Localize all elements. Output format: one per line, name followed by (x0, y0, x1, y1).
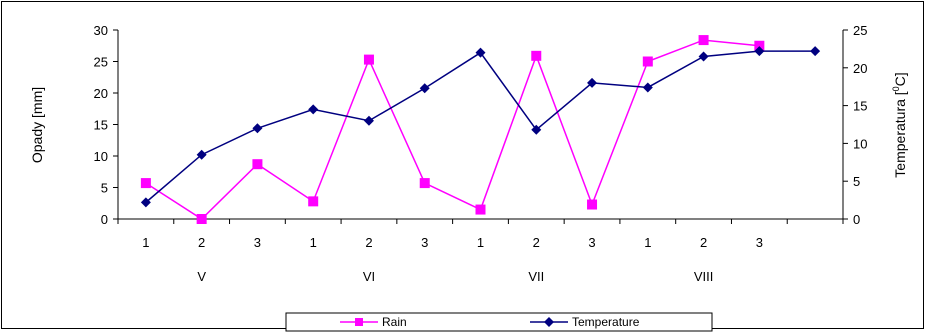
data-point-temperature (754, 46, 765, 57)
data-point-rain (363, 54, 374, 65)
data-point-temperature (308, 104, 319, 115)
y-tick-label: 5 (101, 181, 108, 196)
series-line-temperature (145, 50, 816, 203)
data-point-rain (587, 199, 598, 210)
y-tick-label: 20 (94, 86, 108, 101)
series-layer (140, 35, 821, 224)
y-tick-label: 25 (94, 55, 108, 70)
data-point-temperature (419, 83, 430, 94)
data-point-temperature (531, 124, 542, 135)
x-tick-label: 1 (310, 235, 317, 250)
x-tick-label: 1 (142, 235, 149, 250)
data-point-temperature (698, 51, 709, 62)
y2-tick-label: 20 (853, 61, 867, 76)
x-tick-label: 1 (644, 235, 651, 250)
legend-box (285, 312, 713, 332)
data-point-rain (754, 40, 765, 51)
y2-tick-label: 10 (853, 136, 867, 151)
data-point-temperature (252, 123, 263, 134)
data-point-temperature (140, 197, 151, 208)
x-tick-label: 1 (477, 235, 484, 250)
data-point-rain (196, 214, 207, 224)
y-tick-label: 10 (94, 149, 108, 164)
x-tick-label: 2 (365, 235, 372, 250)
y2-axis-label: Temperatura [0C] (891, 72, 908, 177)
legend-item-rain: Rain (340, 315, 407, 329)
data-point-rain (642, 56, 653, 67)
data-point-temperature (475, 47, 486, 58)
x-tick-label: 3 (254, 235, 261, 250)
x-tick-label: 2 (533, 235, 540, 250)
data-point-rain (475, 204, 486, 215)
x-tick-label: 2 (198, 235, 205, 250)
data-point-rain (531, 50, 542, 61)
x-tick-label: 3 (588, 235, 595, 250)
data-point-rain (419, 178, 430, 189)
data-point-temperature (363, 115, 374, 126)
legend-label-temperature: Temperature (572, 315, 640, 329)
x-tick-label: 3 (756, 235, 763, 250)
y2-tick-label: 5 (853, 174, 860, 189)
x-group-label: VI (363, 269, 375, 284)
y-tick-label: 15 (94, 118, 108, 133)
legend-item-temperature: Temperature (530, 315, 640, 329)
axes-layer: 0 5 10 15 20 25 30 0 5 10 15 20 25 1 2 3 1 2 3 1 2 3 1 2 3 V VI VII… (94, 23, 868, 284)
y2-tick-label: 25 (853, 23, 867, 38)
legend-marker-rain (355, 318, 363, 326)
y2-tick-label: 0 (853, 212, 860, 227)
data-point-rain (698, 35, 709, 46)
legend-label-rain: Rain (382, 315, 407, 329)
series-line-rain (145, 39, 760, 220)
data-point-rain (140, 178, 151, 189)
x-group-label: VIII (694, 269, 714, 284)
legend-marker-temperature (544, 317, 554, 327)
data-point-rain (308, 196, 319, 207)
legend: Rain Temperature (285, 312, 713, 332)
y2-tick-label: 15 (853, 99, 867, 114)
data-point-temperature (196, 149, 207, 160)
data-point-temperature (810, 46, 821, 57)
y-tick-label: 30 (94, 23, 108, 38)
x-tick-label: 3 (421, 235, 428, 250)
x-tick-label: 2 (700, 235, 707, 250)
x-group-label: V (197, 269, 206, 284)
data-point-rain (252, 159, 263, 170)
data-point-temperature (642, 82, 653, 93)
x-group-label: VII (528, 269, 544, 284)
y-axis-label: Opady [mm] (29, 87, 45, 163)
y-tick-label: 0 (101, 212, 108, 227)
data-point-temperature (587, 77, 598, 88)
